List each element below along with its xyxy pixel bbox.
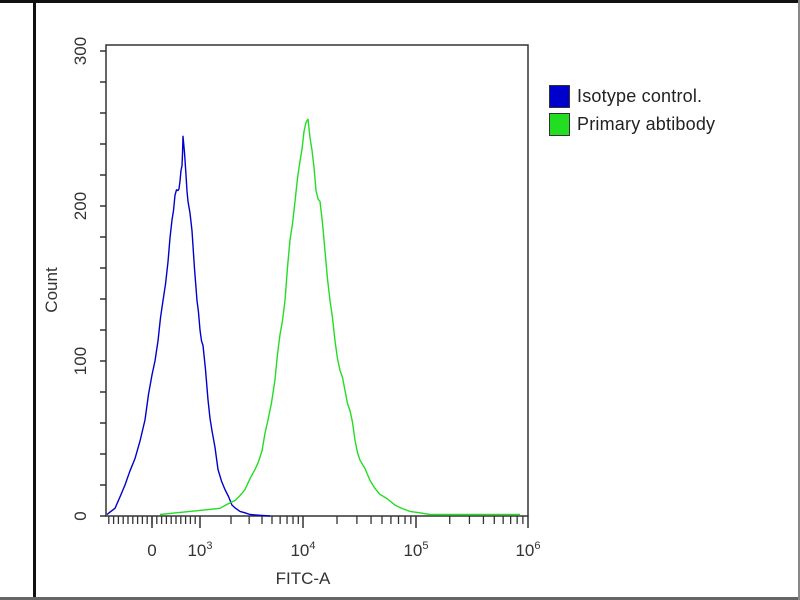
primary-antibody-line: [159, 118, 521, 516]
x-tick-label: 104: [290, 540, 315, 560]
frame-right-border: [798, 0, 800, 600]
x-tick-label: 103: [187, 540, 212, 560]
legend-label: Primary abtibody: [577, 113, 716, 134]
x-tick-label: 0: [147, 541, 156, 560]
x-axis-label: FITC-A: [276, 569, 331, 588]
legend-item-primary: Primary abtibody: [549, 110, 715, 138]
y-tick-label: 0: [71, 511, 90, 520]
x-tick-label: 106: [515, 540, 540, 560]
y-axis: 0 100 200 300: [71, 37, 106, 521]
legend-item-isotype: Isotype control.: [549, 82, 715, 110]
legend-label: Isotype control.: [577, 85, 703, 106]
plot-area: [105, 44, 529, 517]
isotype-control-line: [106, 135, 271, 517]
x-tick-label: 105: [403, 540, 428, 560]
series-group: [106, 118, 521, 517]
legend-swatch-blue: [549, 84, 570, 108]
y-tick-label: 200: [71, 192, 90, 220]
frame-left-border: [33, 0, 36, 600]
x-axis: 0 103 104 105 106: [108, 516, 541, 560]
frame-top-border: [0, 0, 800, 3]
legend: Isotype control. Primary abtibody: [549, 82, 715, 138]
legend-swatch-green: [549, 112, 570, 136]
frame-bottom-border: [0, 597, 800, 600]
y-axis-label: Count: [42, 267, 61, 313]
y-tick-label: 100: [71, 347, 90, 375]
y-tick-label: 300: [71, 37, 90, 65]
